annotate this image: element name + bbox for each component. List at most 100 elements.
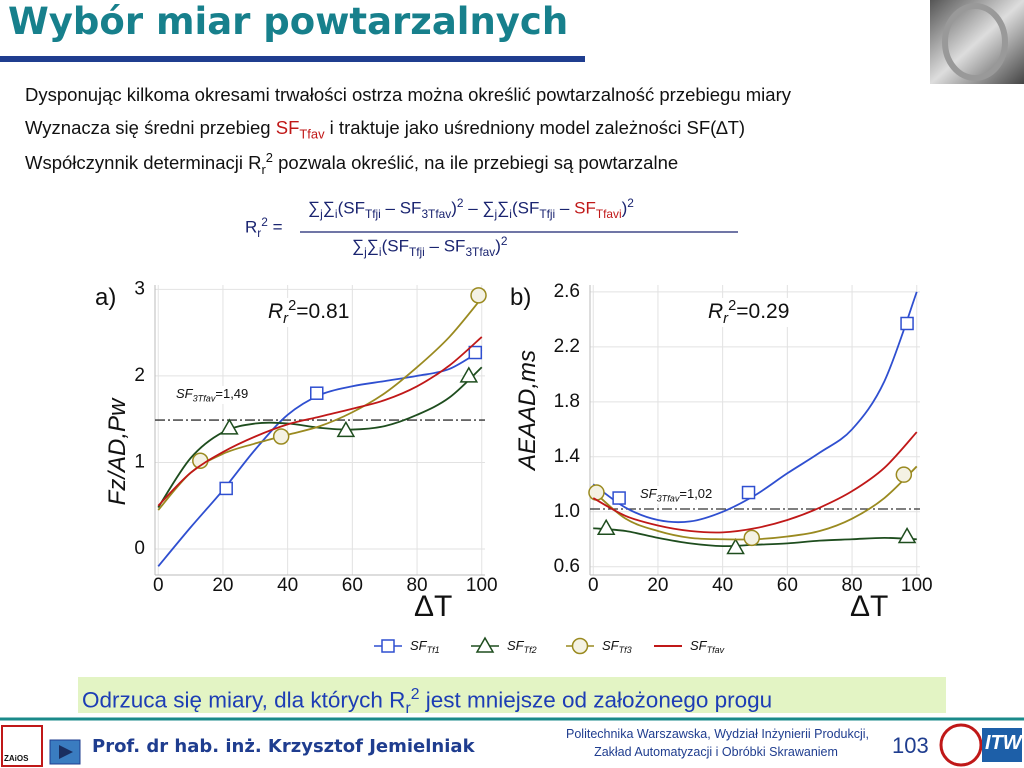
superscript: 2 xyxy=(288,298,297,314)
x-tick-label: 80 xyxy=(841,575,862,596)
text: – SF xyxy=(424,236,466,256)
bullet: Wyznacza się średni przebieg SFTfav i tr… xyxy=(25,117,745,142)
legend-label: SFTfav xyxy=(690,638,725,655)
conclusion: Odrzuca się miary, dla których Rr2 jest … xyxy=(78,677,946,717)
marker xyxy=(741,485,756,500)
text: ) xyxy=(621,198,628,218)
text: SF xyxy=(640,486,657,501)
text: =0.29 xyxy=(736,300,790,323)
subscript: j xyxy=(320,207,323,222)
formula-lhs: Rr2 = xyxy=(245,215,283,240)
institution: Zakład Automatyzacji i Obróbki Skrawanie… xyxy=(594,745,838,759)
y-tick-label: 1.8 xyxy=(554,391,580,412)
x-tick-label: 60 xyxy=(777,575,798,596)
subscript: 3Tfav xyxy=(192,393,216,404)
text: SF xyxy=(176,386,193,401)
text: 2 xyxy=(265,150,273,165)
logo-right-bg xyxy=(982,728,1022,762)
logo-emblem xyxy=(939,723,983,767)
marker xyxy=(900,316,914,331)
y-tick-label: 0.6 xyxy=(554,556,580,577)
subscript: r xyxy=(283,311,289,328)
text: ∑ xyxy=(352,236,365,256)
legend-label: SFTf2 xyxy=(507,638,537,655)
legend-label: SFTf3 xyxy=(602,638,632,655)
institution: Politechnika Warszawska, Wydział Inżynie… xyxy=(566,727,869,741)
superscript: 2 xyxy=(627,196,634,210)
logo-left xyxy=(1,725,43,767)
y-axis-label: AEAAD,ms xyxy=(514,349,541,471)
legend-subscript: Tf1 xyxy=(427,645,440,655)
legend-name: SF xyxy=(507,638,525,653)
superscript: 2 xyxy=(410,686,420,703)
annotation: Rr2=0.81 xyxy=(268,298,350,328)
text: =1,02 xyxy=(679,486,713,501)
title-underline xyxy=(0,56,585,62)
series-line xyxy=(157,297,483,511)
subscript: r xyxy=(723,311,729,328)
x-tick-label: 40 xyxy=(277,575,298,596)
y-tick-label: 1 xyxy=(134,451,145,472)
legend-name: SF xyxy=(690,638,708,653)
text: pozwala określić, na ile przebiegi są po… xyxy=(272,152,679,174)
subscript: i xyxy=(378,245,382,260)
marker xyxy=(470,287,487,304)
subscript: Tfji xyxy=(539,207,556,222)
text: jest mniejsze od założonego progu xyxy=(419,687,773,713)
subscript: j xyxy=(494,207,498,222)
marker xyxy=(726,538,745,555)
y-tick-label: 1.0 xyxy=(554,501,580,522)
text: Dysponując kilkoma okresami trwałości os… xyxy=(25,84,791,105)
subscript: j xyxy=(364,245,367,260)
superscript: 2 xyxy=(728,298,737,314)
marker xyxy=(459,366,479,383)
text: (SF xyxy=(337,198,365,218)
subscript: Tfji xyxy=(408,245,425,260)
text: Wyznacza się średni przebieg xyxy=(25,117,276,138)
text: ∑ xyxy=(322,198,335,218)
text: r xyxy=(261,161,266,177)
text: = xyxy=(267,217,283,237)
y-tick-label: 1.4 xyxy=(554,446,581,467)
x-tick-label: 0 xyxy=(153,575,164,596)
marker xyxy=(612,491,626,505)
legend-name: SF xyxy=(410,638,428,653)
marker xyxy=(272,428,290,445)
y-tick-label: 0 xyxy=(134,538,145,559)
subscript: i xyxy=(509,207,512,222)
text: (SF xyxy=(381,236,409,256)
text: R xyxy=(268,300,284,323)
subscript: r xyxy=(405,700,411,717)
formula-numerator: ∑j∑i(SFTfji – SF3Tfav)2 – ∑j∑i(SFTfji – … xyxy=(308,196,634,221)
marker xyxy=(895,466,913,483)
panel-label: a) xyxy=(95,284,117,311)
subscript: r xyxy=(257,226,262,241)
text: R xyxy=(245,217,258,237)
marker xyxy=(310,386,324,400)
text: ∑ xyxy=(308,198,321,218)
marker xyxy=(468,345,483,360)
x-tick-label: 40 xyxy=(712,575,733,596)
logo-text: ITW xyxy=(985,732,1022,754)
annotation: Rr2=0.29 xyxy=(708,298,790,328)
legend-subscript: Tf2 xyxy=(524,645,537,655)
y-tick-label: 2.2 xyxy=(554,336,580,357)
text: ) xyxy=(495,236,501,256)
text: ∑ xyxy=(366,236,379,256)
text: Współczynnik determinacji R xyxy=(25,152,262,174)
y-tick-label: 2 xyxy=(134,365,145,386)
legend-label: SFTf1 xyxy=(410,638,440,655)
superscript: 2 xyxy=(500,234,508,248)
marker xyxy=(588,484,605,501)
nav-arrow xyxy=(59,745,73,759)
bullet: Dysponując kilkoma okresami trwałości os… xyxy=(25,84,791,106)
x-tick-label: 100 xyxy=(901,575,933,596)
subscript: 3Tfav xyxy=(465,245,496,260)
subscript: Tfji xyxy=(364,207,381,222)
legend-marker xyxy=(381,639,395,653)
text: SF xyxy=(574,198,596,218)
text: i traktuje jako uśredniony model zależno… xyxy=(324,117,746,138)
panel-label: b) xyxy=(510,284,532,311)
x-tick-label: 20 xyxy=(647,575,668,596)
